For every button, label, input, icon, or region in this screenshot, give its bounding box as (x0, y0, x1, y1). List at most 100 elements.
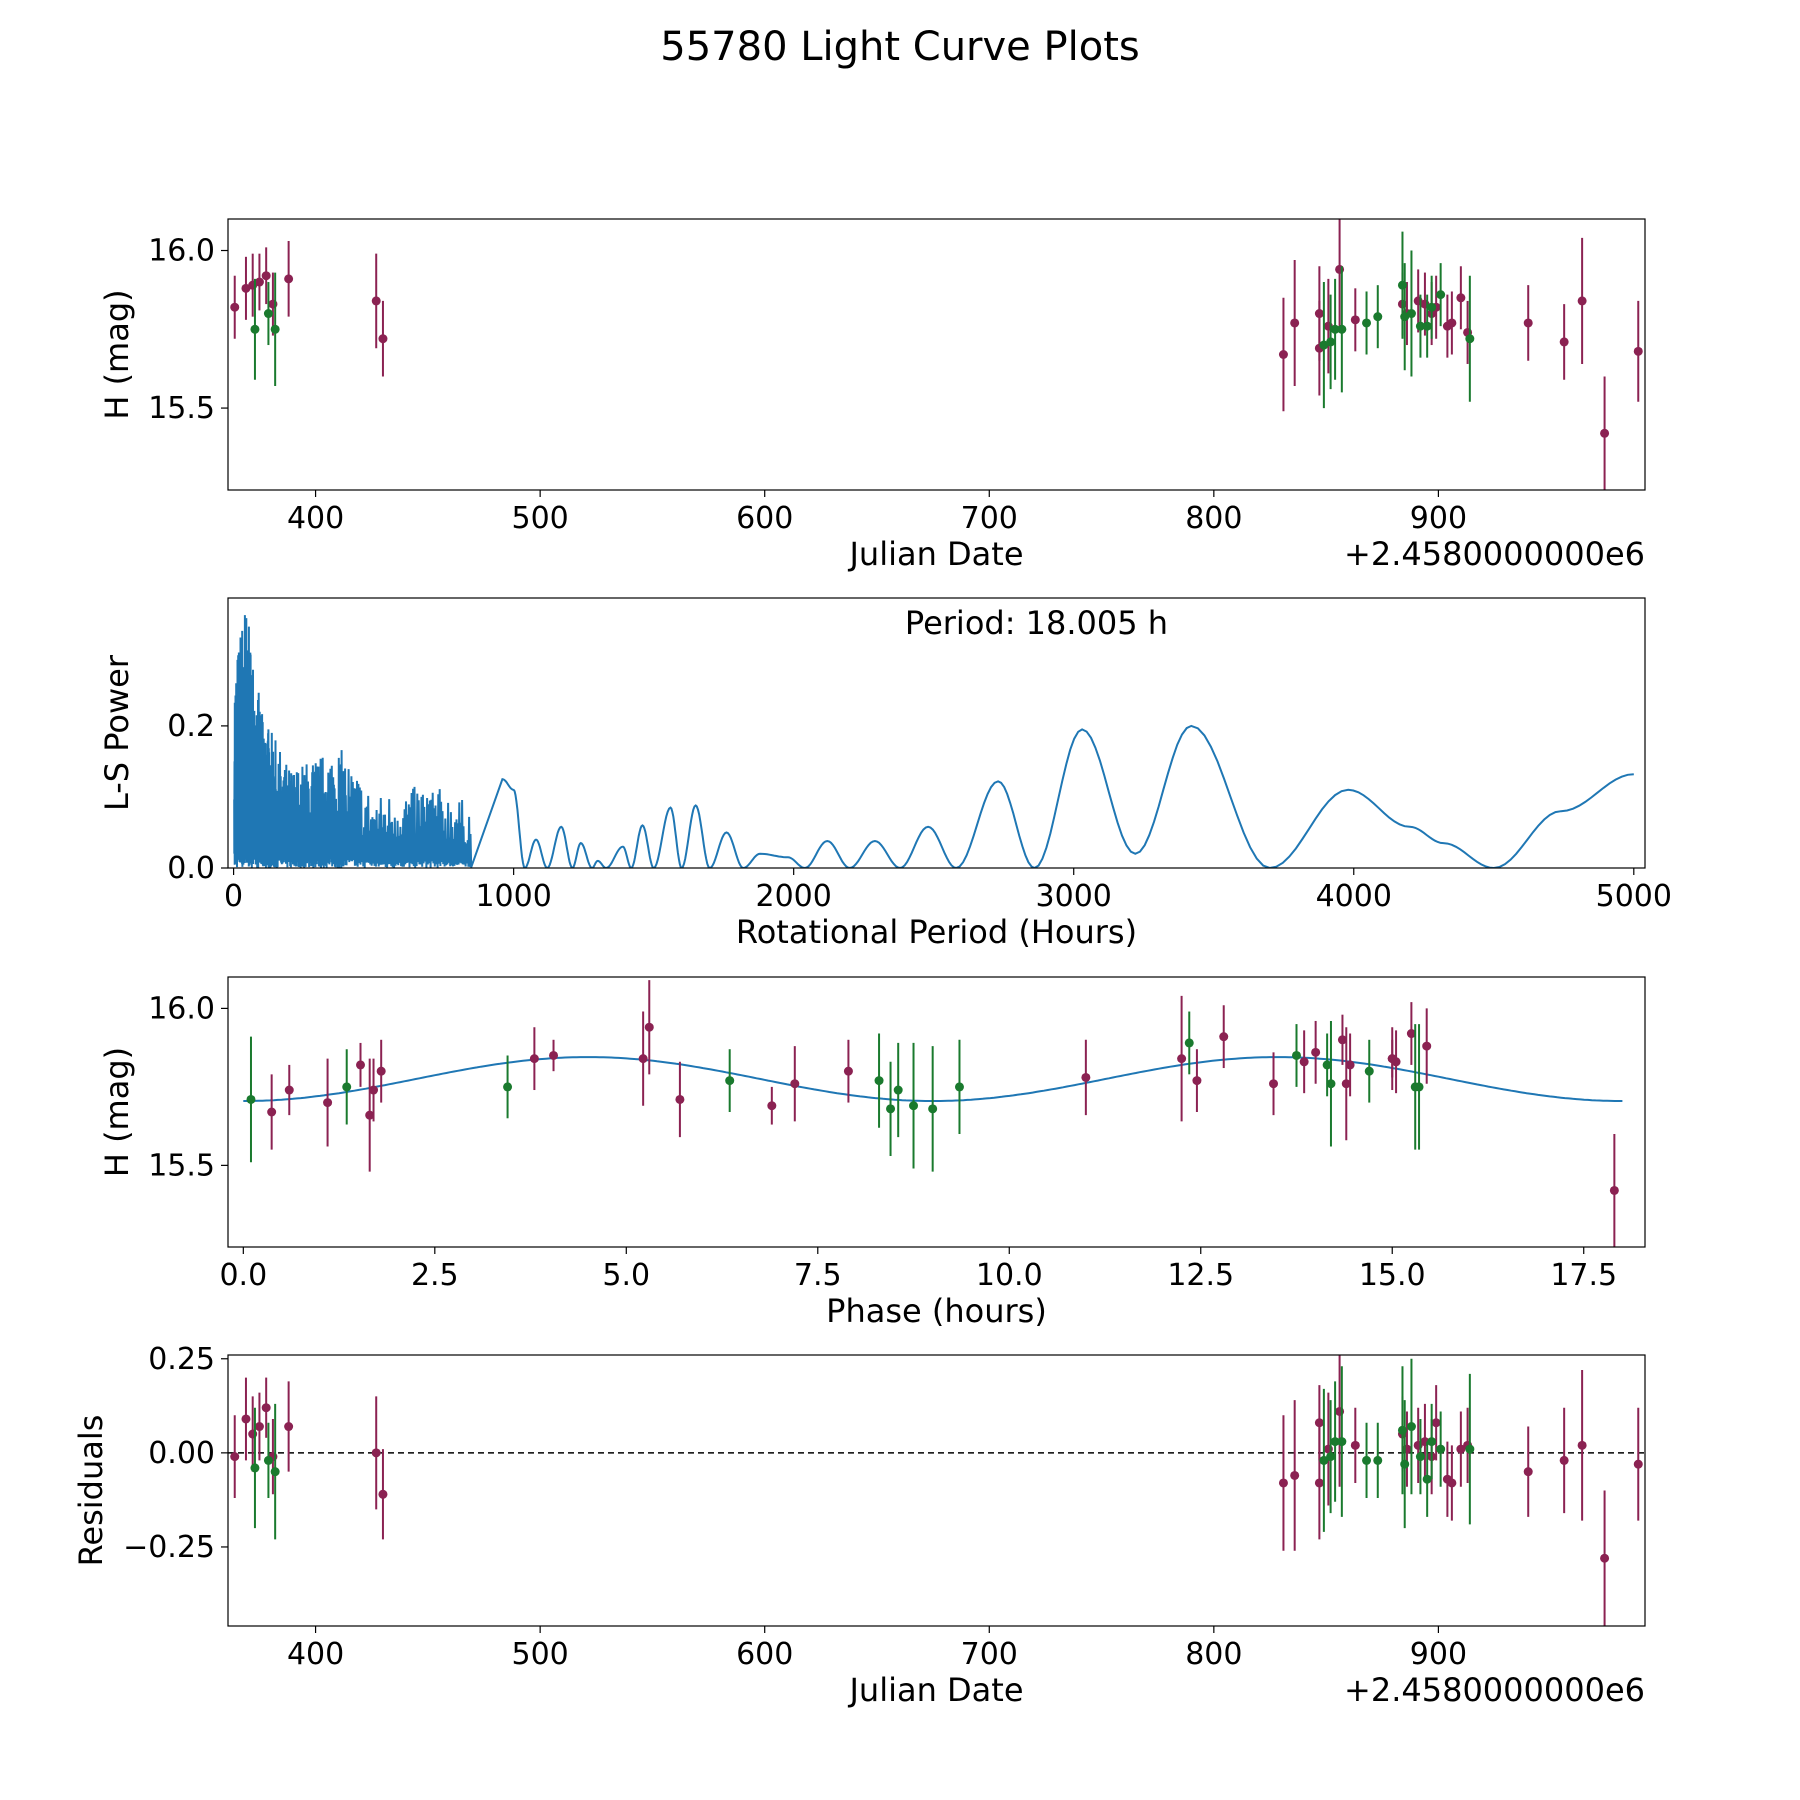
data-point (1184, 1038, 1194, 1048)
data-point (1436, 290, 1446, 300)
x-tick-label: 1000 (475, 879, 551, 914)
periodogram-panel: Period: 18.005 h 0 1000 2000 3000 4000 5000 0.0… (98, 597, 1672, 951)
periodogram-frame (227, 597, 1646, 869)
x-tick-label: 500 (512, 1637, 569, 1672)
data-point (369, 1085, 379, 1095)
x-tick-label: 15.0 (1359, 1258, 1426, 1293)
data-point (1364, 1066, 1374, 1076)
data-point (1447, 318, 1457, 328)
x-tick-label: 400 (287, 1637, 344, 1672)
data-point (284, 1085, 294, 1095)
data-point (1559, 337, 1569, 347)
lightcurve-frame (227, 218, 1646, 491)
data-point (1350, 315, 1360, 325)
data-point (893, 1085, 903, 1095)
data-point (1362, 318, 1372, 328)
data-point (1447, 1478, 1457, 1488)
data-point (1373, 1455, 1383, 1465)
data-point (1269, 1079, 1279, 1089)
data-point (1337, 1437, 1347, 1447)
data-point (1406, 309, 1416, 319)
data-point (1081, 1072, 1091, 1082)
data-point (1633, 1459, 1643, 1469)
x-tick-label: 17.5 (1550, 1258, 1617, 1293)
data-point (1278, 350, 1288, 359)
data-point (638, 1054, 648, 1064)
data-point (1362, 1455, 1372, 1465)
residuals-panel: 400 500 600 700 800 900 0.25 0.00 −0.25 Julian Da… (72, 1342, 1646, 1709)
data-point (644, 1022, 654, 1032)
data-point (1577, 296, 1587, 306)
data-point (503, 1082, 513, 1092)
data-point (1322, 1060, 1332, 1070)
x-offset-label: +2.4580000000e6 (1344, 535, 1645, 573)
periodogram-line (233, 615, 1634, 868)
period-annotation: Period: 18.005 h (905, 604, 1168, 642)
data-point (1427, 302, 1437, 312)
y-axis-label: H (mag) (98, 1047, 136, 1177)
data-point (1436, 1444, 1446, 1454)
y-axis-label: L-S Power (98, 654, 136, 811)
data-point (1523, 1467, 1533, 1477)
data-point (371, 1448, 381, 1458)
data-point (371, 296, 381, 306)
data-point (529, 1054, 539, 1064)
data-point (1341, 1079, 1351, 1089)
data-point (1414, 1082, 1424, 1092)
data-point (1456, 1444, 1466, 1454)
y-axis-label: H (mag) (98, 289, 136, 419)
data-point (263, 309, 273, 319)
x-tick-label: 900 (1410, 1637, 1467, 1672)
data-point (1290, 1470, 1300, 1480)
data-point (254, 1422, 264, 1432)
x-axis-label: Phase (hours) (826, 1292, 1047, 1330)
data-point (1330, 324, 1340, 334)
data-point (1192, 1076, 1202, 1086)
data-point (1431, 1418, 1441, 1428)
y-tick-label: −0.25 (123, 1530, 215, 1565)
data-point (1422, 1041, 1432, 1051)
data-point (230, 302, 240, 312)
data-point (356, 1060, 366, 1070)
data-point (1456, 293, 1466, 303)
data-point (1523, 318, 1533, 328)
data-point (843, 1066, 853, 1076)
data-point (1330, 1437, 1340, 1447)
x-tick-label: 4000 (1316, 879, 1392, 914)
y-axis-label: Residuals (72, 1415, 110, 1567)
data-point (928, 1104, 938, 1114)
data-point (1406, 1029, 1416, 1039)
data-point (790, 1079, 800, 1089)
x-tick-label: 12.5 (1167, 1258, 1234, 1293)
y-tick-label: 15.5 (148, 391, 215, 426)
data-point (1177, 1054, 1187, 1064)
data-point (1415, 321, 1425, 331)
data-point (767, 1101, 777, 1111)
data-point (254, 277, 264, 287)
y-tick-label: 0.25 (148, 1342, 215, 1377)
x-tick-label: 0 (224, 879, 243, 914)
data-point (1314, 1478, 1324, 1488)
data-point (675, 1094, 685, 1104)
data-point (1278, 1478, 1288, 1488)
data-point (1373, 312, 1383, 322)
data-point (1600, 1553, 1610, 1563)
y-tick-label: 0.0 (167, 851, 215, 886)
figure-title: 55780 Light Curve Plots (660, 24, 1140, 70)
x-tick-label: 0.0 (219, 1258, 267, 1293)
x-tick-label: 3000 (1036, 879, 1112, 914)
data-point (284, 1422, 294, 1432)
periodogram-series (233, 615, 1634, 868)
data-point (1577, 1440, 1587, 1450)
data-point (874, 1076, 884, 1086)
data-point (323, 1098, 333, 1108)
data-point (1311, 1047, 1321, 1057)
data-point (549, 1050, 559, 1060)
data-point (250, 324, 260, 334)
data-point (1609, 1185, 1619, 1195)
data-point (284, 274, 294, 284)
data-point (1291, 1050, 1301, 1060)
x-tick-label: 2.5 (411, 1258, 459, 1293)
y-tick-label: 0.2 (167, 709, 215, 744)
x-tick-label: 7.5 (794, 1258, 842, 1293)
